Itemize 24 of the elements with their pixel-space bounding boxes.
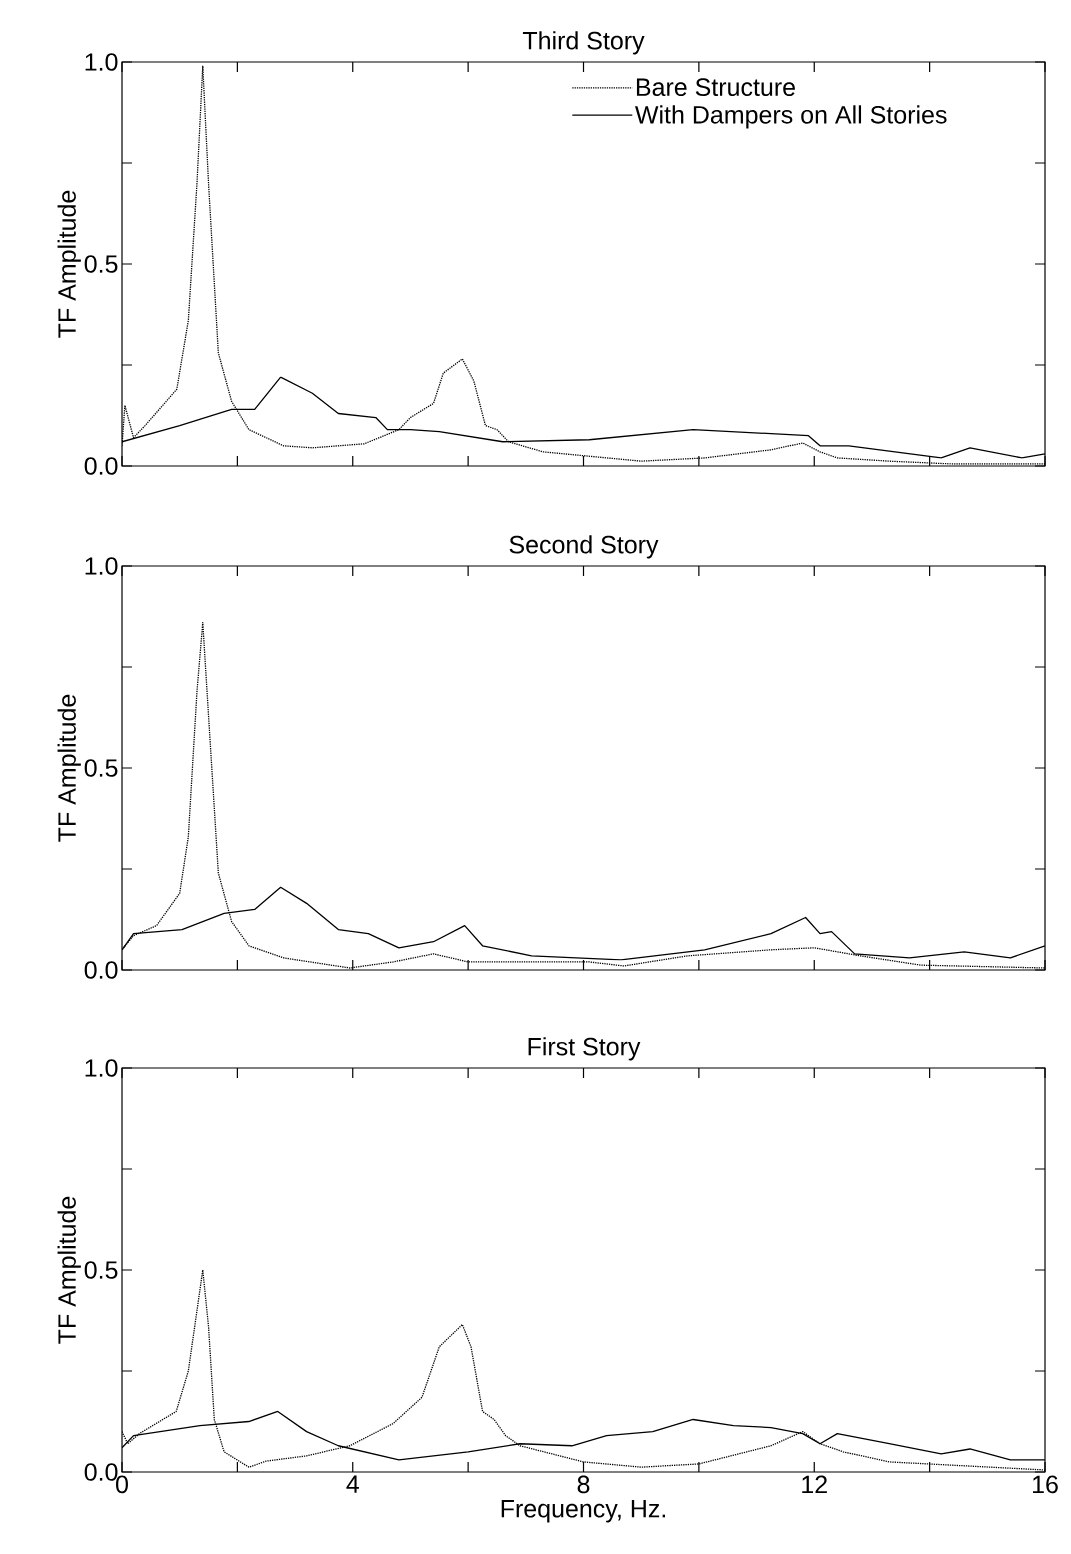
y-tick-label: 0.5: [84, 255, 118, 273]
y-tick-label: 1.0: [85, 557, 118, 575]
y-tick-label: 1.0: [85, 1059, 118, 1077]
y-axis-title: TF Amplitude: [57, 1196, 81, 1344]
chart-title: Second Story: [509, 535, 659, 559]
x-tick-label: 12: [802, 1475, 827, 1494]
x-tick-label: 16: [1033, 1475, 1058, 1494]
chart-title: First Story: [528, 1037, 641, 1061]
y-tick-label: 0.5: [84, 759, 118, 777]
y-tick-label: 1.0: [85, 53, 118, 71]
x-tick-label: 8: [577, 1475, 590, 1494]
y-tick-label: 0.0: [84, 457, 118, 475]
x-tick-label: 4: [346, 1475, 359, 1493]
x-axis-title: Frequency, Hz.: [501, 1500, 666, 1523]
y-tick-label: 0.0: [84, 1463, 118, 1481]
y-tick-label: 0.5: [84, 1261, 118, 1279]
x-tick-label: 0: [116, 1475, 128, 1494]
line-series: [122, 65, 1046, 465]
y-axis-title: TF Amplitude: [57, 694, 81, 842]
y-axis-title: TF Amplitude: [57, 190, 81, 338]
chart-title: Third Story: [522, 31, 645, 55]
legend-label: With Dampers on All Stories: [635, 105, 947, 129]
y-tick-label: 0.0: [84, 961, 118, 979]
legend-label: Bare Structure: [636, 78, 795, 97]
